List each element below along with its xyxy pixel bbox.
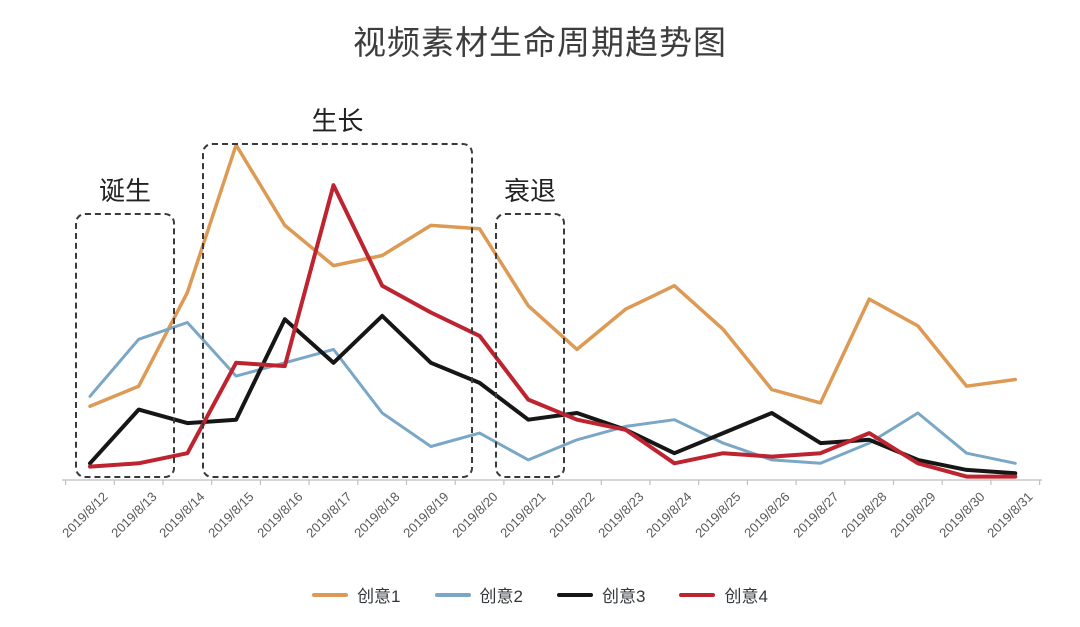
legend-label: 创意1 <box>357 587 401 606</box>
series-line-创意4 <box>88 183 1018 479</box>
legend-swatch-icon <box>312 592 349 597</box>
legend-swatch-icon <box>557 592 593 597</box>
legend-item-创意3: 创意3 <box>557 582 645 607</box>
phase-box-birth <box>75 213 175 478</box>
phase-label-growth: 生长 <box>311 106 364 136</box>
legend-item-创意4: 创意4 <box>679 582 768 607</box>
series-line-创意2 <box>88 321 1017 465</box>
phase-label-birth: 诞生 <box>98 176 151 206</box>
phase-box-decline <box>495 213 565 478</box>
legend-swatch-icon <box>679 592 716 597</box>
legend-label: 创意2 <box>479 587 523 606</box>
chart-title: 视频素材生命周期趋势图 <box>353 24 727 61</box>
legend-swatch-icon <box>434 592 471 597</box>
series-line-创意1 <box>88 143 1018 409</box>
phase-box-growth <box>202 143 473 478</box>
legend-label: 创意4 <box>724 587 768 606</box>
series-line-创意3 <box>88 313 1018 476</box>
legend-label: 创意3 <box>602 587 646 606</box>
phase-label-decline: 衰退 <box>503 176 556 206</box>
legend-item-创意2: 创意2 <box>434 582 523 607</box>
legend: 创意1 创意2 创意3 创意4 <box>0 582 1080 607</box>
legend-item-创意1: 创意1 <box>312 582 401 607</box>
